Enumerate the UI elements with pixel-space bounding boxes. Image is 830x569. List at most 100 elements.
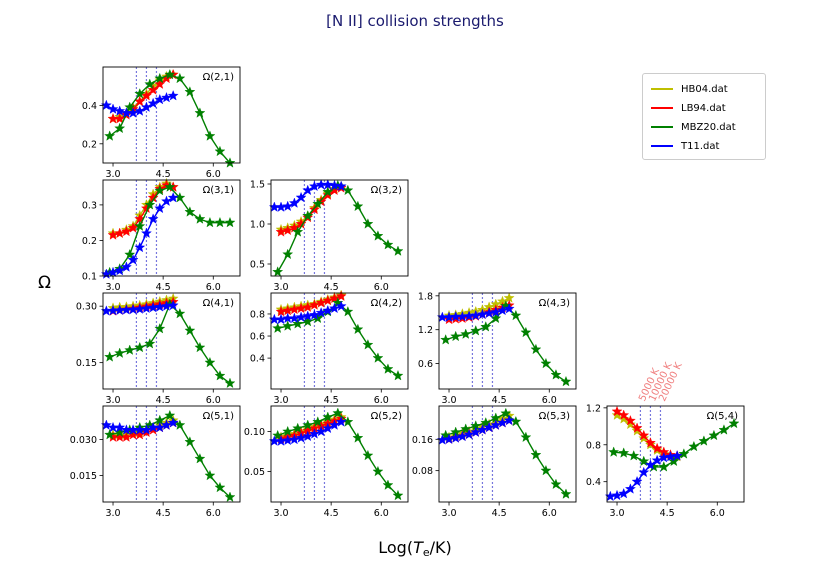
panel-omega-4-2-series-mbz20-dat-point xyxy=(372,352,384,363)
panel-omega-3-2-ytick-label: 0.5 xyxy=(250,260,265,271)
panel-omega-5-1-title: Ω(5,1) xyxy=(203,411,234,422)
panel-omega-3-2-series-mbz20-dat-point xyxy=(342,184,354,196)
panel-omega-4-1-series-mbz20-dat-point xyxy=(124,344,136,355)
panel-omega-5-4-series-mbz20-dat-point xyxy=(678,448,690,459)
panel-omega-5-3-series-t11-dat-point xyxy=(470,426,482,437)
legend-swatch-mbz20 xyxy=(651,126,673,128)
panel-omega-4-2-series-mbz20-dat-point xyxy=(282,320,294,331)
panel-omega-4-3-series-mbz20-dat-point xyxy=(530,343,542,355)
panel-omega-4-1-title: Ω(4,1) xyxy=(203,298,234,309)
panel-omega-2-1-series-mbz20-dat-point xyxy=(174,72,186,84)
panel-omega-4-2-series-lb94-dat-point xyxy=(308,299,320,310)
panel-omega-5-3: 3.0 4.5 6.0 0.08 0.16 Ω(5,3) xyxy=(412,405,577,519)
panel-omega-5-1-series-t11-dat-point xyxy=(140,424,152,435)
legend-item-hb04: HB04.dat xyxy=(651,82,728,96)
panel-omega-5-4-series-mbz20-dat-point xyxy=(718,424,730,435)
panel-omega-2-1-series-lb94-dat-line xyxy=(113,74,174,120)
panel-omega-3-1-series-t11-dat-point xyxy=(167,192,179,203)
panel-omega-3-1-ytick-label: 0.2 xyxy=(82,236,97,247)
panel-omega-5-3-series-t11-dat-point xyxy=(503,414,515,426)
legend-item-t11: T11.dat xyxy=(651,139,719,153)
panel-omega-5-2-series-mbz20-dat-point xyxy=(352,432,364,443)
x-axis-label-suffix: /K) xyxy=(429,538,452,557)
x-axis-label-subscript: e xyxy=(422,546,430,559)
panel-omega-3-2-series-mbz20-dat-point xyxy=(282,248,294,260)
panel-omega-4-1-xtick-label: 4.5 xyxy=(156,395,171,406)
panel-omega-5-4-series-t11-dat-point xyxy=(631,475,643,487)
panel-omega-2-1-series-t11-dat-point xyxy=(107,103,119,114)
panel-omega-5-4-series-mbz20-dat-point xyxy=(668,455,680,467)
panel-omega-5-1-ytick-label: 0.030 xyxy=(70,435,97,446)
panel-omega-4-2-series-mbz20-dat-point xyxy=(362,339,374,350)
panel-omega-3-1-series-mbz20-dat-point xyxy=(224,216,236,228)
panel-omega-2-1-series-mbz20-dat-point xyxy=(204,130,216,141)
panel-omega-4-1-xtick-label: 3.0 xyxy=(105,395,120,406)
legend-label-lb94: LB94.dat xyxy=(681,102,726,114)
panel-omega-3-2-frame xyxy=(270,179,409,277)
panel-omega-3-1-series-lb94-dat-point xyxy=(120,225,132,237)
panel-omega-4-1: 3.0 4.5 6.0 0.15 0.30 Ω(4,1) xyxy=(76,292,241,406)
panel-omega-4-2-series-mbz20-dat-point xyxy=(272,322,284,333)
panel-omega-5-4-ytick-label: 0.4 xyxy=(586,477,601,488)
panel-omega-5-1-xtick-label: 3.0 xyxy=(105,508,120,519)
panel-omega-5-2-frame xyxy=(270,405,409,503)
panel-omega-4-2-series-mbz20-dat-point xyxy=(382,363,394,374)
legend-swatch-lb94 xyxy=(651,107,673,109)
panel-omega-5-4-series-mbz20-dat-point xyxy=(688,440,700,452)
panel-omega-2-1-title: Ω(2,1) xyxy=(203,72,234,83)
panel-omega-4-2-series-lb94-dat-point xyxy=(335,290,347,301)
panel-omega-4-1-series-mbz20-dat-line xyxy=(109,303,231,384)
panel-omega-3-1-series-t11-dat-point xyxy=(160,195,172,207)
panel-omega-2-1-series-t11-dat-point xyxy=(134,105,146,116)
panel-omega-4-3-title: Ω(4,3) xyxy=(539,298,570,309)
panel-omega-5-2-series-mbz20-dat-line xyxy=(277,412,399,497)
panel-omega-2-1-series-mbz20-dat-point xyxy=(164,68,176,80)
panel-omega-5-2-series-mbz20-dat-point xyxy=(362,449,374,461)
panel-omega-5-1-series-mbz20-dat-point xyxy=(204,469,216,481)
panel-omega-5-3-series-mbz20-dat-point xyxy=(500,407,512,419)
panel-omega-5-2-xtick-label: 6.0 xyxy=(374,508,389,519)
panel-omega-3-2-series-t11-dat-point xyxy=(295,191,307,203)
panel-omega-5-2-series-t11-dat-point xyxy=(302,430,314,442)
panel-omega-5-4-series-lb94-dat-point xyxy=(611,405,623,417)
panel-omega-3-2-series-mbz20-dat-point xyxy=(312,198,324,209)
panel-omega-5-2-series-mbz20-dat-point xyxy=(322,411,334,422)
panel-omega-5-2-series-t11-dat-point xyxy=(328,419,340,430)
panel-omega-3-2-series-t11-dat-point xyxy=(275,201,287,212)
panel-omega-3-1-series-mbz20-dat-point xyxy=(184,206,196,217)
panel-omega-5-2-series-t11-dat-point xyxy=(308,428,320,439)
panel-omega-4-3-series-mbz20-dat-point xyxy=(550,369,562,380)
panel-omega-2-1-series-mbz20-dat-point xyxy=(194,107,206,118)
panel-omega-5-3-series-mbz20-dat-point xyxy=(540,464,552,476)
panel-omega-5-3-series-mbz20-dat-point xyxy=(480,417,492,428)
legend-swatch-hb04 xyxy=(651,88,673,90)
panel-omega-3-2-series-mbz20-dat-point xyxy=(372,230,384,241)
panel-omega-4-2-series-t11-dat-point xyxy=(328,302,340,314)
panel-omega-4-2-title: Ω(4,2) xyxy=(371,298,402,309)
panel-omega-4-2: 3.0 4.5 6.0 0.4 0.6 0.8 Ω(4,2) xyxy=(250,289,409,406)
panel-omega-3-1-series-mbz20-dat-point xyxy=(124,248,136,260)
panel-omega-4-1-series-mbz20-dat-point xyxy=(204,356,216,368)
panel-omega-4-3-series-mbz20-dat-point xyxy=(540,357,552,369)
panel-omega-4-2-series-t11-dat-point xyxy=(322,304,334,316)
panel-omega-4-3-xtick-label: 6.0 xyxy=(542,395,557,406)
panel-omega-4-3-xtick-label: 3.0 xyxy=(441,395,456,406)
panel-omega-5-3-series-t11-dat-point xyxy=(463,428,475,440)
panel-omega-3-2-series-mbz20-dat-point xyxy=(322,186,334,197)
panel-omega-5-3-series-mbz20-dat-line xyxy=(445,412,567,495)
panel-omega-5-1-series-mbz20-dat-point xyxy=(164,409,176,421)
panel-omega-5-1-ytick-label: 0.015 xyxy=(70,471,97,482)
panel-omega-5-3-series-mbz20-dat-point xyxy=(530,449,542,460)
panel-omega-3-1-series-mbz20-dat-point xyxy=(144,199,156,210)
panel-omega-5-3-xtick-label: 3.0 xyxy=(441,508,456,519)
panel-omega-3-1-series-mbz20-dat-point xyxy=(214,216,226,228)
panel-omega-4-3-series-mbz20-dat-point xyxy=(470,325,482,336)
panel-omega-5-1-frame xyxy=(102,405,241,503)
panel-omega-5-1-series-mbz20-dat-point xyxy=(214,481,226,493)
panel-omega-4-3-frame xyxy=(438,292,577,390)
panel-omega-5-3-series-t11-dat-point xyxy=(476,424,488,435)
panel-omega-2-1-series-mbz20-dat-point xyxy=(104,130,116,141)
panel-omega-3-2-series-mbz20-dat-point xyxy=(302,210,314,221)
panel-omega-5-4-frame xyxy=(606,405,745,503)
